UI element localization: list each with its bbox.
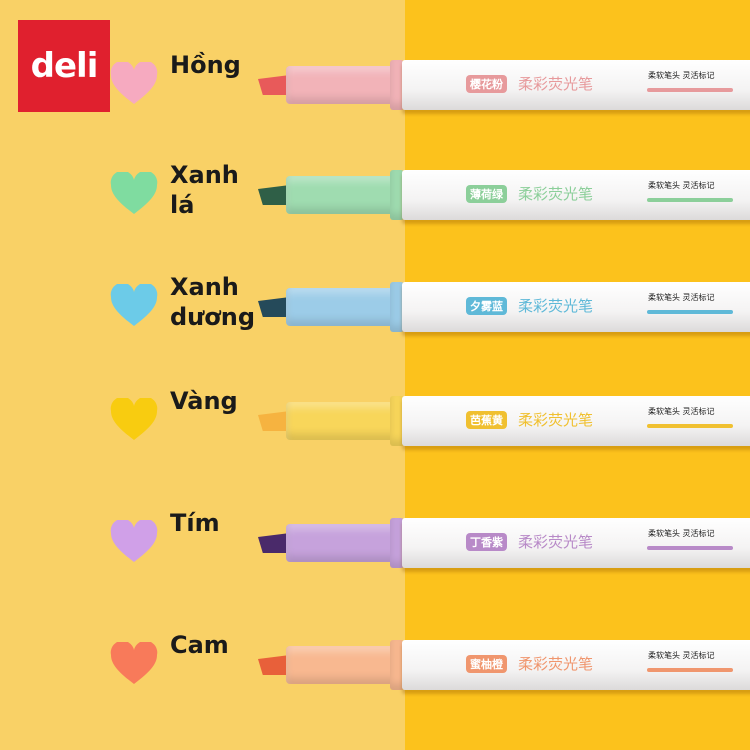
pen-brand-text: 柔彩荧光笔 [518,75,594,93]
pen-brand-text: 柔彩荧光笔 [518,533,594,551]
pen-body: 芭蕉黄 柔彩荧光笔 柔软笔头 灵活标记 [402,396,750,446]
color-label: Xanh dương [170,273,256,331]
pen-body: 夕雾蓝 柔彩荧光笔 柔软笔头 灵活标记 [402,282,750,332]
pen-stroke-sample [647,424,733,428]
pen-tip [258,411,290,431]
pen-row: Cam 蜜柚橙 柔彩荧光笔 柔软笔头 灵活标记 [0,631,750,696]
pen-collar [390,640,404,690]
highlighter-pen: 蜜柚橙 柔彩荧光笔 柔软笔头 灵活标记 [258,640,750,690]
pen-slogan: 柔软笔头 灵活标记 [648,407,715,416]
pen-tip [258,185,290,205]
pen-body: 丁香紫 柔彩荧光笔 柔软笔头 灵活标记 [402,518,750,568]
pen-color-tag: 蜜柚橙 [466,655,507,673]
pen-color-tag: 夕雾蓝 [466,297,507,315]
highlighter-pen: 薄荷绿 柔彩荧光笔 柔软笔头 灵活标记 [258,170,750,220]
highlighter-pen: 丁香紫 柔彩荧光笔 柔软笔头 灵活标记 [258,518,750,568]
highlighter-pen: 芭蕉黄 柔彩荧光笔 柔软笔头 灵活标记 [258,396,750,446]
pen-slogan: 柔软笔头 灵活标记 [648,71,715,80]
pen-slogan: 柔软笔头 灵活标记 [648,293,715,302]
heart-icon [110,62,158,104]
pen-row: Vàng 芭蕉黄 柔彩荧光笔 柔软笔头 灵活标记 [0,387,750,452]
pen-stroke-sample [647,310,733,314]
pen-collar [390,60,404,110]
pen-body: 樱花粉 柔彩荧光笔 柔软笔头 灵活标记 [402,60,750,110]
pen-stroke-sample [647,546,733,550]
pen-grip [286,176,401,214]
heart-icon [110,172,158,214]
pen-grip [286,288,401,326]
pen-collar [390,518,404,568]
deli-logo: deli [18,20,110,112]
pen-color-tag: 樱花粉 [466,75,507,93]
pen-tip [258,297,290,317]
pen-grip [286,66,401,104]
heart-icon [110,398,158,440]
color-label: Hồng [170,51,241,79]
heart-icon [110,642,158,684]
pen-row: Xanh dương 夕雾蓝 柔彩荧光笔 柔软笔头 灵活标记 [0,273,750,338]
pen-color-tag: 芭蕉黄 [466,411,507,429]
pen-brand-text: 柔彩荧光笔 [518,297,594,315]
pen-row: Tím 丁香紫 柔彩荧光笔 柔软笔头 灵活标记 [0,509,750,574]
pen-tip [258,75,290,95]
pen-stroke-sample [647,198,733,202]
pen-color-tag: 薄荷绿 [466,185,507,203]
highlighter-pen: 樱花粉 柔彩荧光笔 柔软笔头 灵活标记 [258,60,750,110]
pen-grip [286,524,401,562]
highlighter-pen: 夕雾蓝 柔彩荧光笔 柔软笔头 灵活标记 [258,282,750,332]
pen-collar [390,396,404,446]
pen-collar [390,170,404,220]
pen-grip [286,646,401,684]
pen-stroke-sample [647,88,733,92]
pen-slogan: 柔软笔头 灵活标记 [648,181,715,190]
pen-body: 薄荷绿 柔彩荧光笔 柔软笔头 灵活标记 [402,170,750,220]
heart-icon [110,284,158,326]
pen-brand-text: 柔彩荧光笔 [518,655,594,673]
color-label: Tím [170,509,220,537]
color-label: Cam [170,631,229,659]
pen-collar [390,282,404,332]
pen-tip [258,533,290,553]
pen-brand-text: 柔彩荧光笔 [518,185,594,203]
background-left [0,0,405,750]
pen-brand-text: 柔彩荧光笔 [518,411,594,429]
pen-row: Hồng 樱花粉 柔彩荧光笔 柔软笔头 灵活标记 [0,51,750,116]
color-label: Xanh lá [170,161,239,219]
color-label: Vàng [170,387,238,415]
pen-row: Xanh lá 薄荷绿 柔彩荧光笔 柔软笔头 灵活标记 [0,161,750,226]
pen-color-tag: 丁香紫 [466,533,507,551]
pen-slogan: 柔软笔头 灵活标记 [648,529,715,538]
pen-stroke-sample [647,668,733,672]
pen-slogan: 柔软笔头 灵活标记 [648,651,715,660]
pen-grip [286,402,401,440]
pen-body: 蜜柚橙 柔彩荧光笔 柔软笔头 灵活标记 [402,640,750,690]
pen-tip [258,655,290,675]
heart-icon [110,520,158,562]
